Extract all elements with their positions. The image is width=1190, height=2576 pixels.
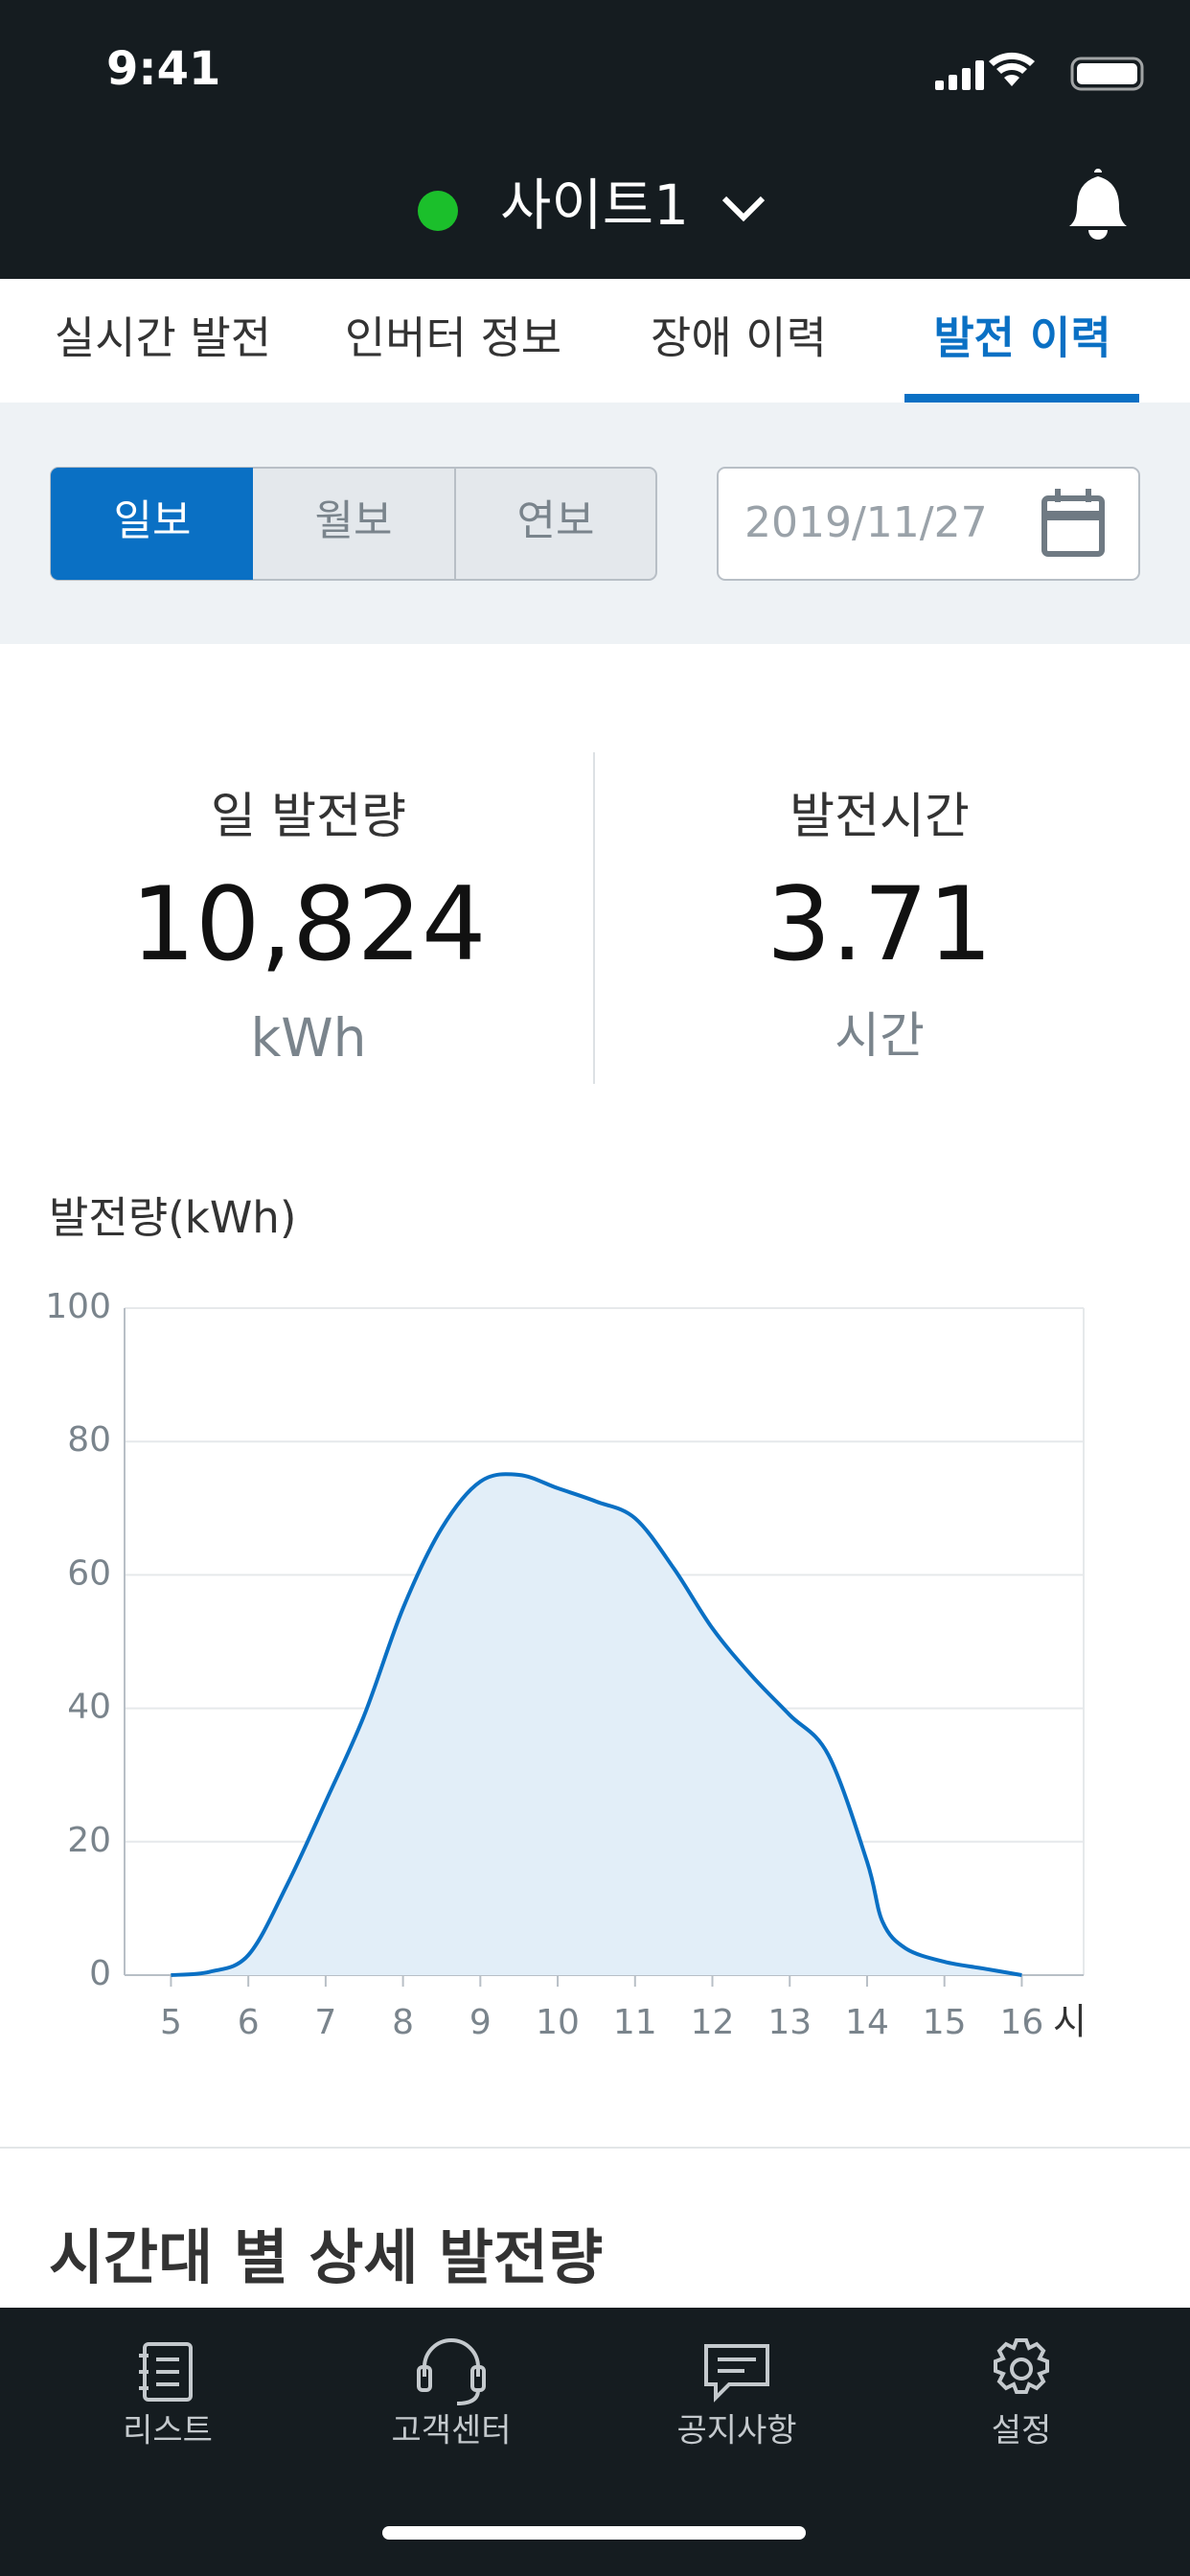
x-tick-label: 15	[923, 2003, 967, 2042]
tab[interactable]: 인버터 정보	[345, 312, 561, 364]
nav-label[interactable]: 리스트	[123, 2412, 213, 2450]
nav-icons	[139, 2338, 1049, 2405]
y-tick-label: 60	[67, 1553, 111, 1593]
notice-icon[interactable]	[704, 2344, 769, 2403]
line	[171, 1472, 1022, 1977]
tabs: 실시간 발전 인버터 정보 장애 이력 발전 이력	[55, 312, 1111, 364]
date-text: 2019/11/27	[744, 498, 988, 547]
x-tick-label: 16	[1000, 2003, 1044, 2042]
y-tick-label: 80	[67, 1420, 111, 1460]
tab-underline	[904, 394, 1139, 402]
y-tick-label: 20	[67, 1821, 111, 1860]
x-tick-label: 7	[314, 2003, 336, 2042]
segment-active	[51, 468, 253, 580]
nav-label[interactable]: 설정	[992, 2412, 1052, 2450]
y-tick-label: 40	[67, 1688, 111, 1727]
stat-label: 발전시간	[790, 789, 970, 845]
support-icon[interactable]	[417, 2338, 486, 2405]
tab[interactable]: 실시간 발전	[55, 312, 271, 364]
header-bg	[0, 0, 1190, 279]
nav-labels: 리스트 고객센터 공지사항 설정	[123, 2412, 1051, 2450]
stat-value: 10,824	[131, 865, 487, 983]
stat-value: 3.71	[767, 865, 993, 983]
x-tick-label: 8	[392, 2003, 414, 2042]
section-title: 시간대 별 상세 발전량	[49, 2222, 603, 2292]
y-tick-label: 100	[45, 1287, 111, 1326]
calendar-icon[interactable]	[1041, 489, 1105, 557]
home-indicator	[382, 2526, 806, 2540]
x-tick-label: 9	[469, 2003, 492, 2042]
x-tick-label: 10	[536, 2003, 580, 2042]
x-tick-label: 5	[160, 2003, 182, 2042]
status-dot	[418, 191, 458, 231]
y-tick-label: 0	[89, 1954, 111, 1993]
bell-icon[interactable]	[1069, 169, 1127, 240]
status-icons	[935, 52, 1144, 91]
site-dropdown[interactable]	[721, 196, 766, 222]
area-fill	[171, 1474, 1022, 1975]
x-unit: 시	[1053, 2001, 1087, 2043]
stat-unit: kWh	[250, 1007, 366, 1069]
x-tick-label: 12	[691, 2003, 735, 2042]
stat-label: 일 발전량	[211, 789, 406, 845]
stat-unit: 시간	[835, 1008, 925, 1065]
stats: 일 발전량 10,824 kWh 발전시간 3.71 시간	[131, 789, 993, 1069]
x-tick-label: 11	[613, 2003, 657, 2042]
x-tick-label: 14	[845, 2003, 889, 2042]
y-axis-title: 발전량(kWh)	[49, 1192, 296, 1243]
site-name[interactable]: 사이트1	[500, 172, 689, 238]
segment[interactable]: 일보	[114, 496, 192, 545]
tab[interactable]: 장애 이력	[651, 312, 827, 364]
settings-icon[interactable]	[994, 2338, 1049, 2394]
nav-label[interactable]: 고객센터	[391, 2412, 511, 2450]
segment[interactable]: 월보	[315, 496, 393, 545]
x-tick-label: 6	[238, 2003, 260, 2042]
list-icon[interactable]	[139, 2342, 193, 2402]
segment[interactable]: 연보	[517, 496, 595, 545]
status-time: 9:41	[106, 42, 220, 96]
tab-active[interactable]: 발전 이력	[933, 312, 1110, 364]
date-box[interactable]	[717, 467, 1140, 581]
x-tick-label: 13	[767, 2003, 812, 2042]
segment-labels: 일보 월보 연보	[114, 496, 595, 545]
chart: 0 20 40 60 80 100 5 6 7 8 9 10 11 12 13 14 15 16 시	[45, 1287, 1087, 2043]
nav-label[interactable]: 공지사항	[676, 2412, 796, 2450]
